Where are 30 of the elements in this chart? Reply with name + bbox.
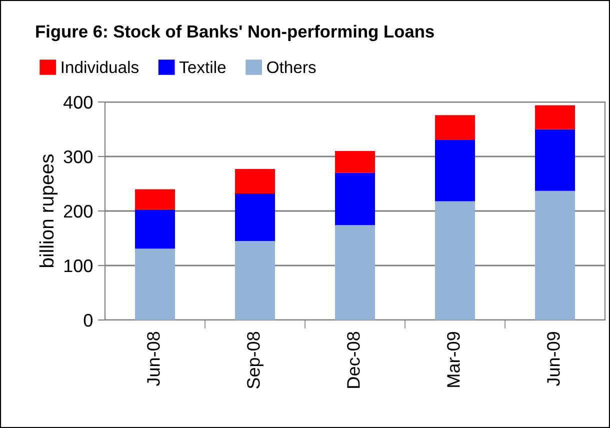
y-axis-title: billion rupees	[39, 154, 58, 268]
x-tick-label: Dec-08	[347, 332, 360, 388]
bar	[535, 105, 575, 130]
y-tick-label: 200	[64, 204, 92, 218]
y-tick-label: 100	[64, 259, 92, 272]
bar	[235, 194, 275, 241]
bar	[135, 248, 175, 320]
y-tick-label: 400	[63, 96, 92, 109]
bar	[435, 140, 475, 202]
x-tick-label: Jun-09	[547, 332, 560, 386]
legend-label: Individuals	[62, 60, 138, 74]
x-tick-label: Mar-09	[447, 332, 460, 387]
bar	[335, 151, 375, 173]
bar	[435, 115, 475, 140]
y-tick-label: 300	[64, 150, 92, 164]
bar	[335, 172, 375, 226]
bar	[235, 240, 275, 320]
chart-title: Figure 6: Stock of Banks' Non-performing Loans	[36, 24, 434, 42]
x-tick-label: Sep-08	[247, 332, 264, 389]
legend-label: Textile	[179, 60, 226, 74]
legend-label: Others	[267, 60, 316, 74]
bar	[135, 189, 175, 210]
bar	[535, 129, 575, 191]
bar	[335, 225, 375, 320]
bar	[535, 190, 575, 320]
bar	[435, 201, 475, 320]
bar	[135, 209, 175, 249]
y-tick-label: 0	[84, 314, 92, 327]
bar	[235, 169, 275, 194]
x-tick-label: Jun-08	[147, 332, 160, 386]
